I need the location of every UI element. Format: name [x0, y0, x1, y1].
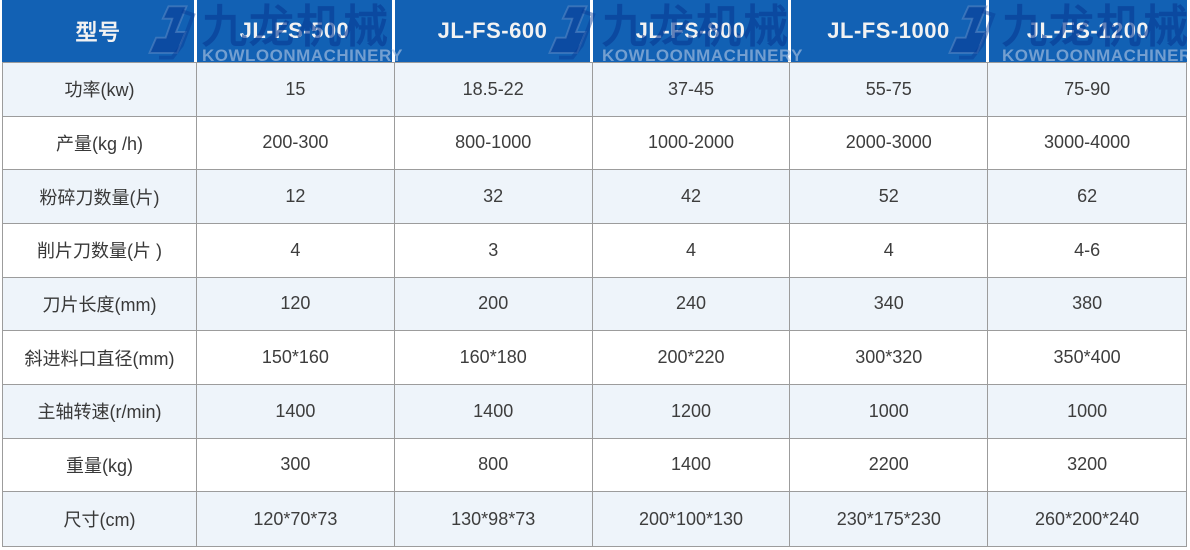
- value-cell: 1400: [197, 385, 395, 438]
- value-cell: 200*100*130: [593, 492, 791, 546]
- model-header-cell: JL-FS-600: [395, 0, 593, 62]
- value-cell: 52: [790, 170, 989, 223]
- value-cell: 3000-4000: [1044, 132, 1131, 153]
- value-cell: 18.5-22: [395, 63, 593, 116]
- row-label-cell: 刀片长度(mm): [3, 277, 197, 331]
- value-cell: 1000: [1067, 400, 1108, 421]
- value-cell: 32: [395, 170, 593, 223]
- row-label-cell: 产量(kg /h): [3, 116, 197, 170]
- model-header-cell: JL-FS-1200: [1026, 18, 1150, 43]
- value-cell: 350*400: [1053, 347, 1121, 368]
- value-cell: 130*98*73: [395, 492, 593, 546]
- model-header-cell: JL-FS-800: [593, 0, 791, 62]
- value-cell: 800-1000: [395, 116, 593, 170]
- value-cell: 120*70*73: [197, 492, 395, 546]
- row-label-cell: 削片刀数量(片 ): [3, 224, 197, 277]
- value-cell: 1000-2000: [593, 116, 791, 170]
- row-label-cell: 重量(kg): [3, 438, 197, 492]
- value-cell: 150*160: [197, 331, 395, 384]
- row-label-cell: 粉碎刀数量(片): [3, 170, 197, 223]
- row-label-cell: 功率(kw): [3, 63, 197, 116]
- value-cell: 260*200*240: [1035, 508, 1140, 529]
- value-cell: 160*180: [395, 331, 593, 384]
- value-cell: 55-75: [790, 63, 989, 116]
- row-label-cell: 斜进料口直径(mm): [3, 331, 197, 384]
- model-header-cell: JL-FS-1000: [791, 0, 989, 62]
- row-label-cell: 主轴转速(r/min): [3, 385, 197, 438]
- value-cell: 4-6: [1074, 239, 1101, 260]
- value-cell: 3: [395, 224, 593, 277]
- value-cell: 12: [197, 170, 395, 223]
- value-cell: 200-300: [197, 116, 395, 170]
- value-cell: 4: [197, 224, 395, 277]
- value-cell: 300: [197, 438, 395, 492]
- value-cell: 1200: [593, 385, 791, 438]
- value-cell: 4: [593, 224, 791, 277]
- table-row: 主轴转速(r/min) 1400 1400 1200 1000 1000: [3, 385, 1186, 439]
- table-row: 削片刀数量(片 ) 4 3 4 4 4-6: [3, 224, 1186, 278]
- value-cell: 200*220: [593, 331, 791, 384]
- table-row: 斜进料口直径(mm) 150*160 160*180 200*220 300*3…: [3, 331, 1186, 385]
- value-cell: 230*175*230: [790, 492, 989, 546]
- value-cell: 2200: [790, 438, 989, 492]
- value-cell: 75-90: [1064, 78, 1111, 99]
- value-cell: 240: [593, 277, 791, 331]
- header-row: 九龙机械 KOWLOONMACHINERY 九龙机械 KOWLOONMACHIN…: [2, 0, 1187, 64]
- table-row: 功率(kw) 15 18.5-22 37-45 55-75 75-90: [3, 63, 1186, 117]
- table-body: 功率(kw) 15 18.5-22 37-45 55-75 75-90 产量(k…: [2, 62, 1187, 547]
- value-cell: 800: [395, 438, 593, 492]
- value-cell: 120: [197, 277, 395, 331]
- value-cell: 37-45: [593, 63, 791, 116]
- value-cell: 4: [790, 224, 989, 277]
- table-row: 刀片长度(mm) 120 200 240 340 380: [3, 277, 1186, 332]
- value-cell: 1000: [790, 385, 989, 438]
- value-cell: 1400: [593, 438, 791, 492]
- value-cell: 2000-3000: [790, 116, 989, 170]
- value-cell: 340: [790, 277, 989, 331]
- value-cell: 300*320: [790, 331, 989, 384]
- row-label-cell: 尺寸(cm): [3, 492, 197, 546]
- table-row: 尺寸(cm) 120*70*73 130*98*73 200*100*130 2…: [3, 492, 1186, 546]
- table-row: 产量(kg /h) 200-300 800-1000 1000-2000 200…: [3, 116, 1186, 171]
- value-cell: 380: [1072, 293, 1103, 314]
- table-row: 粉碎刀数量(片) 12 32 42 52 62: [3, 170, 1186, 224]
- value-cell: 62: [1077, 186, 1098, 207]
- value-cell: 42: [593, 170, 791, 223]
- value-cell: 15: [197, 63, 395, 116]
- value-cell: 1400: [395, 385, 593, 438]
- corner-header-cell: 型号: [2, 0, 197, 62]
- model-header-cell: JL-FS-500: [197, 0, 395, 62]
- value-cell: 200: [395, 277, 593, 331]
- table-row: 重量(kg) 300 800 1400 2200 3200: [3, 438, 1186, 493]
- value-cell: 3200: [1067, 454, 1108, 475]
